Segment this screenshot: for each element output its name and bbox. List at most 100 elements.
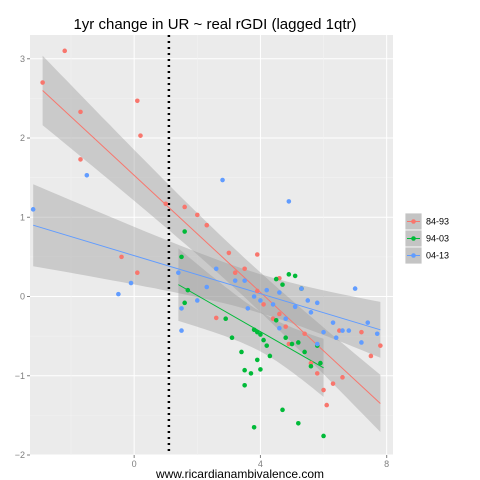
- y-tick-label: 0: [20, 292, 25, 302]
- data-point: [185, 287, 191, 293]
- data-point: [270, 302, 276, 307]
- data-point: [248, 371, 254, 376]
- data-point: [286, 341, 292, 347]
- data-point: [261, 337, 266, 343]
- data-point: [78, 157, 83, 162]
- data-point: [182, 300, 187, 306]
- data-point: [245, 306, 251, 311]
- data-point: [330, 381, 336, 386]
- data-point: [163, 201, 169, 207]
- data-point: [333, 335, 339, 341]
- data-point: [182, 204, 187, 210]
- data-point: [368, 353, 374, 359]
- data-point: [30, 207, 36, 212]
- data-point: [314, 300, 320, 306]
- fit-lines: [33, 90, 381, 404]
- data-point: [296, 421, 301, 426]
- data-point: [254, 329, 260, 335]
- data-point: [254, 288, 260, 294]
- data-point: [283, 316, 288, 321]
- data-point: [314, 371, 320, 376]
- data-point: [135, 270, 140, 276]
- data-point: [135, 98, 140, 104]
- data-point: [267, 353, 273, 359]
- grid: [30, 35, 393, 456]
- data-point: [277, 325, 282, 331]
- data-point: [308, 360, 314, 366]
- legend-key-point: [411, 253, 416, 258]
- confidence-band: [33, 184, 381, 358]
- data-point: [296, 340, 301, 345]
- fit-line: [178, 284, 324, 369]
- data-point: [204, 222, 210, 228]
- chart-title: 1yr change in UR ~ real rGDI (lagged 1qt…: [73, 16, 356, 33]
- legend: 84-93 94-03 04-13: [404, 212, 449, 265]
- confidence-band: [42, 55, 381, 432]
- data-point: [242, 266, 247, 272]
- data-point: [314, 341, 320, 347]
- chart-caption: www.ricardianambivalence.com: [155, 467, 324, 480]
- data-point: [128, 280, 134, 286]
- y-tick-label: 1: [20, 212, 25, 222]
- y-axis-ticks: −2 −1 0 1 2 3: [15, 54, 30, 460]
- data-point: [340, 375, 345, 380]
- data-point: [40, 80, 45, 85]
- data-point: [62, 48, 68, 54]
- data-point: [116, 291, 121, 297]
- data-point: [321, 433, 326, 439]
- data-point: [283, 324, 288, 329]
- data-point: [340, 328, 345, 333]
- data-point: [330, 320, 336, 325]
- confidence-band: [178, 248, 324, 397]
- fit-line: [33, 224, 381, 331]
- data-point: [299, 286, 304, 291]
- data-point: [264, 287, 270, 293]
- data-point: [273, 276, 279, 282]
- data-point: [346, 328, 352, 333]
- x-axis-ticks: 0 4 8: [132, 455, 389, 469]
- data-point: [359, 329, 364, 335]
- data-point: [321, 387, 326, 393]
- data-point: [84, 172, 90, 178]
- data-point: [352, 286, 358, 291]
- data-point: [286, 199, 292, 204]
- confidence-bands: [33, 55, 381, 432]
- data-point: [302, 331, 307, 337]
- data-point: [242, 382, 247, 388]
- data-point: [232, 278, 238, 283]
- data-point: [378, 343, 383, 348]
- y-tick-label: −2: [15, 450, 25, 460]
- data-point: [204, 284, 210, 290]
- data-point: [289, 341, 295, 347]
- data-point: [119, 254, 124, 260]
- fit-line: [42, 90, 381, 404]
- legend-label: 04-13: [426, 251, 449, 261]
- data-point: [226, 250, 232, 256]
- data-point: [277, 290, 282, 295]
- data-point: [229, 335, 235, 341]
- data-point: [213, 315, 219, 321]
- data-point: [251, 294, 257, 299]
- data-point: [176, 270, 181, 276]
- data-point: [318, 360, 323, 366]
- data-point: [321, 329, 326, 335]
- data-point: [213, 266, 219, 272]
- data-point: [223, 316, 229, 321]
- data-point: [283, 335, 288, 341]
- data-point: [374, 331, 380, 337]
- data-point: [308, 310, 314, 315]
- data-point: [138, 133, 143, 138]
- legend-key-point: [411, 236, 416, 241]
- data-point: [194, 298, 200, 303]
- legend-label: 84-93: [426, 217, 449, 227]
- data-point: [78, 109, 83, 115]
- data-point: [242, 278, 247, 283]
- data-point: [280, 407, 285, 413]
- y-tick-label: 2: [20, 133, 25, 143]
- data-point: [242, 367, 247, 373]
- data-point: [251, 424, 257, 430]
- data-point: [232, 270, 238, 276]
- data-point: [264, 343, 270, 348]
- data-point: [254, 252, 260, 257]
